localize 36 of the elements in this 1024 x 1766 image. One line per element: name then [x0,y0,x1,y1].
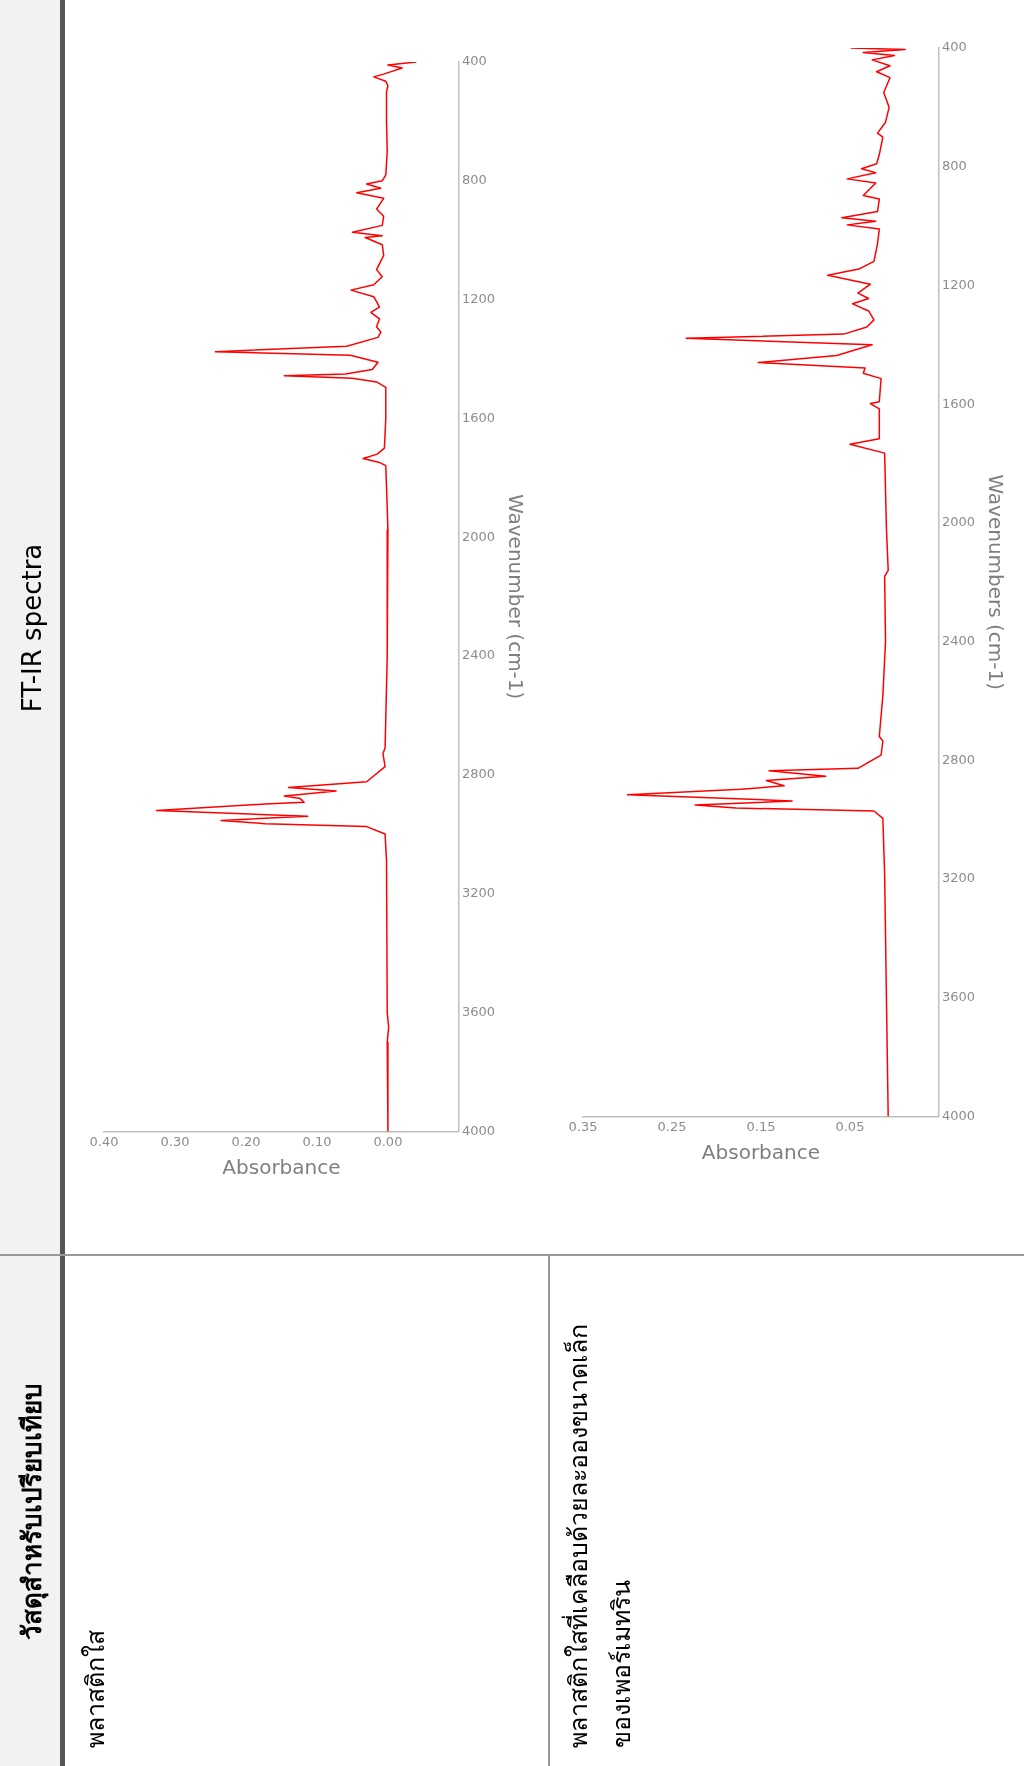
y-tick-label: 4000 [461,1122,496,1138]
y-tick-label: 2000 [461,528,496,544]
y-tick-label: 1200 [461,291,496,307]
y-tick-label: 1600 [461,409,496,425]
y-tick-label: 400 [941,39,967,55]
y-tick-label: 800 [941,158,967,174]
y-axis-title: Wavenumber (cm-1) [503,494,528,700]
y-tick-label: 2400 [941,632,976,648]
y-tick-label: 400 [461,53,487,69]
y-tick-label: 3600 [461,1003,496,1019]
x-tick-label: 0.40 [89,1133,119,1149]
x-tick-label: 0.20 [231,1133,261,1149]
x-tick-label: 0.10 [302,1133,332,1149]
x-tick-label: 0.35 [568,1118,598,1134]
x-tick-label: 0.15 [746,1118,776,1134]
y-tick-label: 2000 [941,514,976,530]
x-tick-label: 0.00 [373,1133,403,1149]
y-tick-label: 4000 [941,1107,976,1123]
y-tick-label: 2800 [461,766,496,782]
x-axis-title: Absorbance [701,1140,821,1165]
y-tick-label: 800 [461,172,487,188]
y-tick-label: 2400 [461,647,496,663]
text: วัสดุสำหรับเปรียบเทียบ [16,1382,50,1640]
text: พลาสติกใส [81,1630,110,1748]
y-tick-label: 1600 [941,395,976,411]
text: FT-IR spectra [16,543,49,713]
y-tick-label: 3200 [461,885,496,901]
y-axis-title: Wavenumbers (cm-1) [983,474,1008,691]
x-tick-label: 0.30 [160,1133,190,1149]
y-tick-label: 1200 [941,276,976,292]
y-tick-label: 3600 [941,989,976,1005]
x-tick-label: 0.25 [657,1118,687,1134]
x-axis-title: Absorbance [222,1155,341,1180]
x-tick-label: 0.05 [835,1118,865,1134]
y-tick-label: 2800 [941,751,976,767]
y-tick-label: 3200 [941,870,976,886]
